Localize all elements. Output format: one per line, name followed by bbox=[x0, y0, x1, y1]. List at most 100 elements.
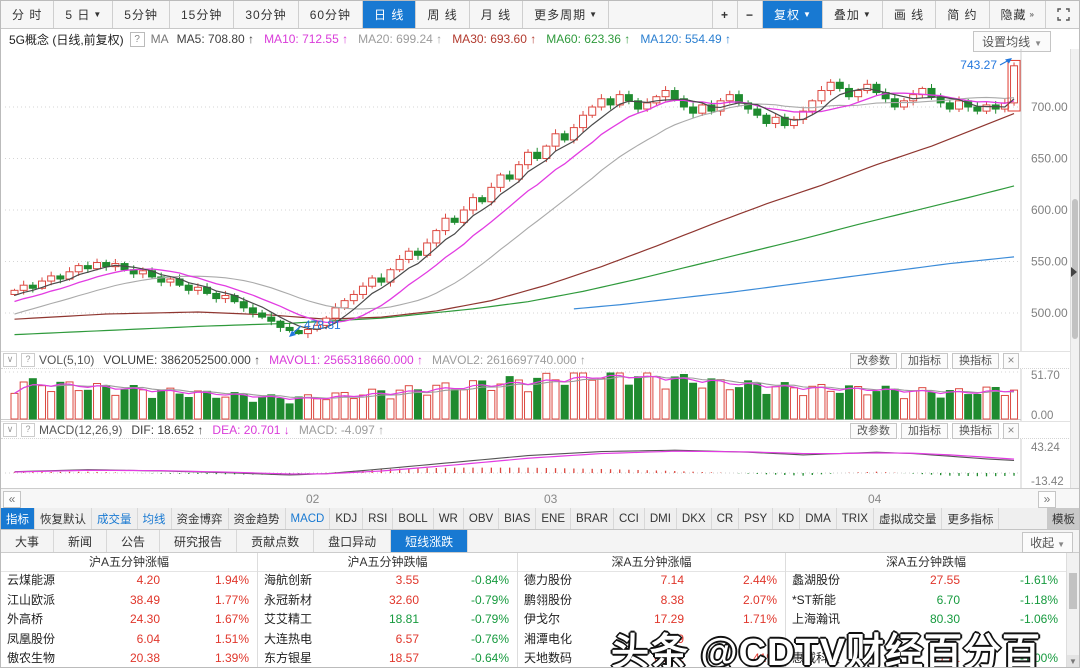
scrollbar-thumb[interactable] bbox=[1069, 573, 1077, 609]
volume-chart-canvas[interactable]: 51.70 0.00 bbox=[1, 369, 1080, 421]
tab-公告[interactable]: 公告 bbox=[107, 530, 161, 552]
ma-value-MA5: MA5: 708.80 ↑ bbox=[176, 32, 255, 46]
tab-短线涨跌[interactable]: 短线涨跌 bbox=[391, 530, 469, 552]
indicator-tab-OBV[interactable]: OBV bbox=[464, 508, 500, 529]
table-row[interactable]: 惠威科技 25.71 -1.00% bbox=[786, 649, 1066, 667]
table-row[interactable]: 上海瀚讯 80.30 -1.06% bbox=[786, 610, 1066, 630]
period-button-7[interactable]: 周 线 bbox=[416, 1, 470, 28]
indicator-tab-MACD[interactable]: MACD bbox=[286, 508, 331, 529]
indicator-tab-更多指标[interactable]: 更多指标 bbox=[942, 508, 1000, 529]
indicator-tab-PSY[interactable]: PSY bbox=[739, 508, 774, 529]
close-icon[interactable]: × bbox=[1003, 353, 1019, 369]
add-indicator-button[interactable]: 加指标 bbox=[901, 353, 948, 369]
collapse-button[interactable]: 收起 ▼ bbox=[1022, 532, 1073, 553]
table-scrollbar[interactable]: ▼ bbox=[1066, 553, 1079, 667]
stock-price: 24.30 bbox=[129, 612, 160, 627]
main-chart-canvas[interactable]: 700.00 650.00 600.00 550.00 500.00 743.27 478.… bbox=[1, 49, 1080, 351]
tab-贡献点数[interactable]: 贡献点数 bbox=[237, 530, 315, 552]
table-row[interactable]: 东方银星 18.57 -0.64% bbox=[258, 649, 517, 667]
period-button-6[interactable]: 日 线 bbox=[363, 1, 417, 28]
scroll-down-arrow-icon[interactable]: ▼ bbox=[1067, 655, 1079, 667]
collapse-icon[interactable]: ∨ bbox=[3, 423, 17, 437]
table-row[interactable]: 傲农生物 20.38 1.39% bbox=[1, 649, 257, 667]
indicator-tab-CR[interactable]: CR bbox=[712, 508, 740, 529]
set-ma-button[interactable]: 设置均线 ▼ bbox=[973, 31, 1051, 52]
tool-button-3[interactable]: 简 约 bbox=[935, 1, 988, 28]
tool-button-1[interactable]: 叠加 ▼ bbox=[821, 1, 882, 28]
table-row[interactable]: 海航创新 3.55 -0.84% bbox=[258, 571, 517, 591]
zoom-out-button[interactable]: − bbox=[736, 1, 762, 28]
period-button-3[interactable]: 15分钟 bbox=[170, 1, 235, 28]
tab-大事[interactable]: 大事 bbox=[1, 530, 55, 552]
double-arrow-icon: » bbox=[1029, 10, 1034, 19]
indicator-tab-ENE[interactable]: ENE bbox=[536, 508, 572, 529]
period-button-4[interactable]: 30分钟 bbox=[234, 1, 299, 28]
table-row[interactable]: 外高桥 24.30 1.67% bbox=[1, 610, 257, 630]
indicator-tab-指标[interactable]: 指标 bbox=[1, 508, 35, 529]
change-indicator-button[interactable]: 换指标 bbox=[952, 423, 999, 439]
table-row[interactable]: 艾艾精工 18.81 -0.79% bbox=[258, 610, 517, 630]
table-row[interactable]: 伊戈尔 17.29 1.71% bbox=[518, 610, 785, 630]
indicator-tab-资金博弈[interactable]: 资金博弈 bbox=[172, 508, 229, 529]
zoom-in-button[interactable]: + bbox=[711, 1, 737, 28]
period-label: 月 线 bbox=[480, 8, 512, 22]
close-icon[interactable]: × bbox=[1003, 423, 1019, 439]
table-row[interactable]: 大连热电 6.57 -0.76% bbox=[258, 630, 517, 650]
indicator-tab-CCI[interactable]: CCI bbox=[614, 508, 645, 529]
table-row[interactable]: 湘潭电化 6.89 bbox=[518, 630, 785, 650]
table-row[interactable]: 永冠新材 32.60 -0.79% bbox=[258, 591, 517, 611]
macd-chart-canvas[interactable]: 43.24 -13.42 bbox=[1, 439, 1080, 488]
period-button-0[interactable]: 分 时 bbox=[1, 1, 55, 28]
period-button-2[interactable]: 5分钟 bbox=[113, 1, 170, 28]
indicator-tab-资金趋势[interactable]: 资金趋势 bbox=[229, 508, 286, 529]
table-row[interactable]: *ST新能 6.70 -1.18% bbox=[786, 591, 1066, 611]
collapse-icon[interactable]: ∨ bbox=[3, 353, 17, 367]
tool-button-2[interactable]: 画 线 bbox=[881, 1, 935, 28]
tab-研究报告[interactable]: 研究报告 bbox=[160, 530, 238, 552]
table-row[interactable]: 鹏翎股份 8.38 2.07% bbox=[518, 591, 785, 611]
indicator-tab-模板[interactable]: 模板 bbox=[1047, 508, 1079, 529]
edit-params-button[interactable]: 改参数 bbox=[850, 353, 897, 369]
change-indicator-button[interactable]: 换指标 bbox=[952, 353, 999, 369]
table-row[interactable]: 蠡湖股份 27.55 -1.61% bbox=[786, 571, 1066, 591]
indicator-tab-DMI[interactable]: DMI bbox=[645, 508, 677, 529]
indicator-tab-DMA[interactable]: DMA bbox=[800, 508, 837, 529]
indicator-tab-DKX[interactable]: DKX bbox=[677, 508, 712, 529]
indicator-tab-BOLL[interactable]: BOLL bbox=[393, 508, 434, 529]
help-icon[interactable]: ? bbox=[21, 423, 35, 437]
period-button-8[interactable]: 月 线 bbox=[470, 1, 524, 28]
table-row[interactable]: 云煤能源 4.20 1.94% bbox=[1, 571, 257, 591]
table-group-header: 沪A五分钟涨幅 bbox=[1, 553, 257, 572]
period-button-9[interactable]: 更多周期 ▼ bbox=[523, 1, 610, 28]
panel-expander-icon[interactable] bbox=[1071, 267, 1077, 277]
indicator-tab-虚拟成交量[interactable]: 虚拟成交量 bbox=[874, 508, 943, 529]
help-icon[interactable]: ? bbox=[21, 353, 35, 367]
period-button-5[interactable]: 60分钟 bbox=[299, 1, 364, 28]
indicator-tab-RSI[interactable]: RSI bbox=[363, 508, 394, 529]
edit-params-button[interactable]: 改参数 bbox=[850, 423, 897, 439]
scroll-left-button[interactable]: « bbox=[3, 491, 21, 508]
tab-盘口异动[interactable]: 盘口异动 bbox=[314, 530, 392, 552]
scroll-right-button[interactable]: » bbox=[1038, 491, 1056, 508]
indicator-tab-BRAR[interactable]: BRAR bbox=[571, 508, 614, 529]
help-icon[interactable]: ? bbox=[129, 31, 145, 47]
fullscreen-button[interactable] bbox=[1045, 1, 1079, 28]
indicator-tab-恢复默认[interactable]: 恢复默认 bbox=[35, 508, 92, 529]
table-row[interactable]: 凤凰股份 6.04 1.51% bbox=[1, 630, 257, 650]
add-indicator-button[interactable]: 加指标 bbox=[901, 423, 948, 439]
indicator-tab-BIAS[interactable]: BIAS bbox=[499, 508, 537, 529]
tool-button-0[interactable]: 复权 ▼ bbox=[761, 1, 822, 28]
indicator-tab-KD[interactable]: KD bbox=[773, 508, 801, 529]
tab-新闻[interactable]: 新闻 bbox=[54, 530, 108, 552]
table-row[interactable]: 德力股份 7.14 2.44% bbox=[518, 571, 785, 591]
period-button-1[interactable]: 5 日 ▼ bbox=[54, 1, 114, 28]
indicator-tab-KDJ[interactable]: KDJ bbox=[330, 508, 364, 529]
table-row[interactable]: 天地数码 65.31 1.41% bbox=[518, 649, 785, 667]
indicator-tab-WR[interactable]: WR bbox=[434, 508, 464, 529]
tool-button-4[interactable]: 隐藏» bbox=[988, 1, 1045, 28]
indicator-tab-TRIX[interactable]: TRIX bbox=[837, 508, 874, 529]
indicator-tab-成交量[interactable]: 成交量 bbox=[92, 508, 138, 529]
indicator-tab-均线[interactable]: 均线 bbox=[138, 508, 172, 529]
chart-right-scrollbar[interactable] bbox=[1070, 49, 1079, 488]
table-row[interactable]: 江山欧派 38.49 1.77% bbox=[1, 591, 257, 611]
